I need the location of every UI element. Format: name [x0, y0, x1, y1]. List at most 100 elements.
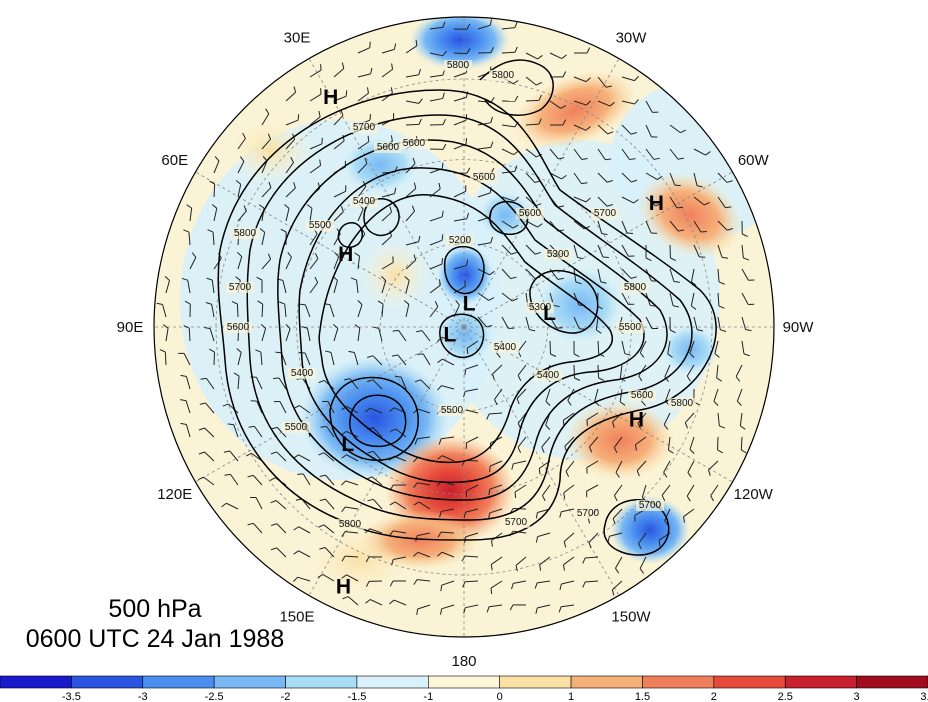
wind-barb — [465, 532, 479, 538]
wind-barb — [710, 484, 719, 497]
wind-barb — [561, 604, 575, 608]
colorbar-tick-label: 3 — [854, 691, 860, 702]
wind-barb-tick — [314, 276, 319, 283]
wind-barb — [595, 316, 599, 330]
wind-barb — [405, 241, 419, 246]
wind-barb-tick — [575, 281, 582, 285]
wind-barb-tick — [509, 604, 514, 611]
wind-barb — [549, 340, 552, 355]
wind-barb — [405, 280, 410, 294]
longitude-label: 150W — [611, 608, 651, 625]
wind-barb-tick — [678, 229, 685, 232]
wind-barb-tick — [463, 391, 466, 398]
wind-barb — [209, 328, 215, 342]
wind-barb — [453, 52, 468, 55]
wind-barb-tick — [611, 589, 615, 596]
wind-barb-tick — [600, 281, 607, 284]
contour-label: 5800 — [671, 398, 694, 409]
wind-barb — [477, 316, 487, 328]
wind-barb-tick — [214, 156, 220, 162]
contour-label-bg — [350, 122, 378, 133]
wind-barb — [405, 210, 415, 222]
wind-barb — [333, 256, 340, 270]
wind-barb — [561, 580, 575, 585]
wind-barb — [573, 172, 582, 184]
wind-barb-tick — [535, 536, 539, 543]
wind-barb-tick — [441, 234, 444, 241]
wind-barb-tick — [634, 99, 639, 105]
wind-barb — [525, 99, 540, 102]
wind-barb-tick — [270, 451, 277, 455]
high-pressure-label: H — [323, 86, 338, 109]
high-pressure-label: H — [338, 243, 353, 266]
wind-barb-tick — [708, 469, 711, 476]
wind-barb-tick — [538, 118, 542, 125]
wind-barb-tick — [585, 197, 591, 203]
wind-barb-tick — [413, 182, 417, 189]
wind-barb-tick — [273, 377, 280, 380]
wind-barb — [279, 401, 287, 414]
wind-barb — [309, 282, 319, 294]
wind-barb-tick — [558, 157, 565, 160]
wind-barb-tick — [605, 158, 612, 161]
wind-barb — [422, 353, 431, 366]
colorbar: -3.5 -3 -2.5 -2 -1.5 -1 0 1 1.5 2 2.5 3 3.5 — [0, 675, 928, 702]
wind-barb — [230, 474, 239, 486]
wind-barb-tick — [567, 400, 572, 406]
wind-barb-tick — [413, 501, 420, 506]
wind-barb — [237, 376, 240, 390]
contour-label-bg — [400, 138, 428, 149]
wind-barb-tick — [437, 455, 443, 460]
wind-barb — [183, 353, 191, 366]
wind-barb-tick — [515, 565, 518, 572]
wind-barb-tick — [514, 46, 518, 53]
wind-barb-tick — [437, 551, 443, 557]
wind-barb-tick — [393, 43, 397, 50]
wind-barb — [517, 436, 527, 448]
wind-barb — [563, 532, 575, 542]
wind-barb — [453, 218, 467, 222]
wind-barb-tick — [394, 187, 397, 194]
wind-barb — [397, 354, 407, 366]
colorbar-tick-label: 1.5 — [635, 691, 650, 702]
wind-barb — [357, 92, 369, 102]
wind-barb — [165, 328, 169, 342]
contour-label-bg — [446, 235, 474, 246]
wind-barb — [549, 172, 562, 180]
wind-barb — [417, 482, 431, 486]
wind-barb — [717, 220, 728, 231]
colorbar-swatch — [570, 675, 643, 689]
wind-barb — [585, 580, 599, 583]
wind-barb-tick — [221, 502, 227, 508]
wind-barb — [477, 192, 491, 198]
wind-barb — [261, 187, 272, 198]
wind-barb-tick — [418, 98, 423, 104]
wind-barb-tick — [341, 206, 344, 213]
wind-barb-tick — [664, 376, 670, 382]
wind-barb — [667, 340, 671, 354]
low-pressure-label: L — [463, 293, 476, 316]
contour-label-bg — [544, 249, 572, 260]
wind-barb-tick — [365, 556, 370, 563]
wind-barb-tick — [624, 353, 631, 356]
wind-barb — [689, 436, 695, 450]
wind-barb — [417, 551, 431, 558]
wind-barb — [492, 364, 503, 375]
wind-barb — [323, 452, 335, 462]
wind-barb-tick — [204, 327, 211, 330]
wind-barb-tick — [638, 375, 643, 382]
wind-barb — [381, 235, 392, 246]
high-pressure-label: H — [649, 192, 664, 215]
wind-barb — [612, 508, 623, 519]
wind-barb — [453, 265, 467, 270]
wind-barb — [237, 138, 246, 150]
wind-barb — [187, 280, 191, 294]
longitude-label: 120E — [157, 486, 192, 503]
wind-barb — [261, 328, 267, 342]
wind-barb-tick — [260, 324, 266, 329]
wind-barb-tick — [680, 129, 687, 134]
wind-barb — [440, 531, 455, 534]
wind-barb-tick — [537, 55, 543, 60]
colorbar-swatch — [0, 675, 72, 689]
wind-barb-tick — [677, 206, 684, 209]
